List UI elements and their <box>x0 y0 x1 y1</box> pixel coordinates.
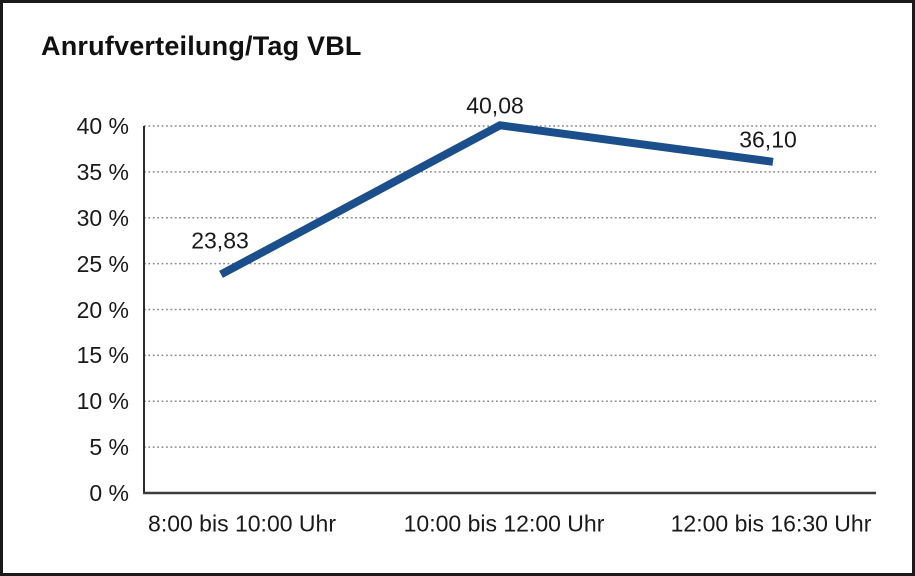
line-chart-plot <box>143 121 876 495</box>
x-tick-label: 8:00 bis 10:00 Uhr <box>148 510 336 537</box>
data-line-series <box>219 121 774 278</box>
y-tick-label: 25 % <box>76 250 129 277</box>
x-tick-label: 10:00 bis 12:00 Uhr <box>403 510 605 537</box>
y-tick-label: 5 % <box>89 434 129 461</box>
data-point-label: 40,08 <box>466 92 524 119</box>
data-point-label: 36,10 <box>739 126 797 153</box>
y-tick-label: 20 % <box>76 296 129 323</box>
y-tick-label: 10 % <box>76 388 129 415</box>
y-tick-label: 30 % <box>76 204 129 231</box>
data-point-label: 23,83 <box>191 227 249 254</box>
chart-title: Anrufverteilung/Tag VBL <box>41 31 362 61</box>
y-tick-label: 35 % <box>76 158 129 185</box>
y-tick-label: 40 % <box>76 113 129 139</box>
y-tick-label: 15 % <box>76 342 129 369</box>
x-tick-label: 12:00 bis 16:30 Uhr <box>670 510 872 537</box>
y-tick-label: 0 % <box>89 480 129 506</box>
